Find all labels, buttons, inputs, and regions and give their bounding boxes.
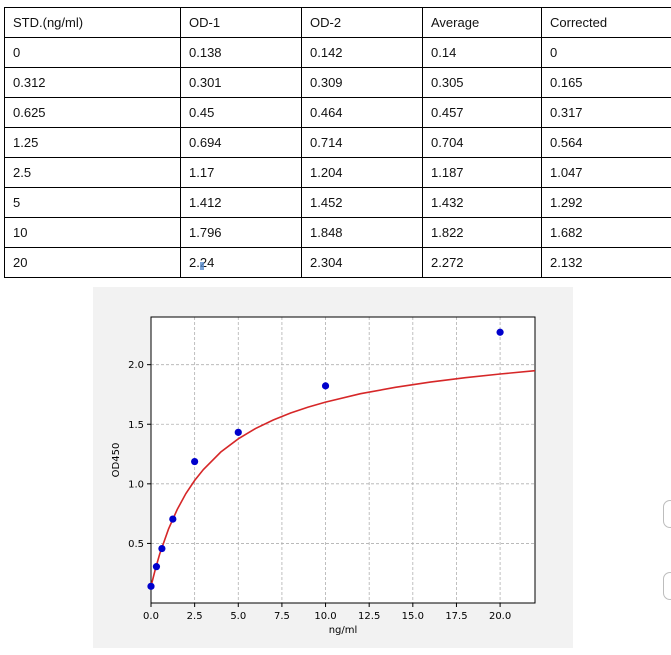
table-cell: 0.704 [422,127,542,158]
y-tick-label: 1.0 [128,479,144,490]
table-row: 1.25 0.694 0.714 0.704 0.564 [4,127,671,158]
table-cell: 1.848 [301,217,423,248]
table-row: 0.625 0.45 0.464 0.457 0.317 [4,97,671,128]
y-tick-label: 2.0 [128,360,144,371]
table-cell: 1.796 [180,217,302,248]
standard-curve-chart: 0.0 2.5 5.0 7.5 10.0 12.5 15.0 17.5 20.0 0.5 1.0 1.… [93,287,573,648]
table-cell: 1.682 [541,217,671,248]
standard-curve-table: STD.(ng/ml) OD-1 OD-2 Average Corrected 0 0.13… [4,7,671,278]
table-cell: 1.047 [541,157,671,188]
ink-mark [200,262,204,270]
table-cell: 2.5 [4,157,181,188]
table-row: 2.5 1.17 1.204 1.187 1.047 [4,157,671,188]
table-cell: 0.45 [180,97,302,128]
x-tick-label: 10.0 [314,611,336,622]
column-header: Average [422,7,542,38]
data-point [158,544,166,553]
data-point [496,328,504,336]
column-header: OD-2 [301,7,423,38]
data-point [147,582,155,590]
table-cell: 2.132 [541,247,671,278]
x-tick-label: 2.5 [187,611,203,622]
table-cell: 0.14 [422,37,542,68]
table-cell: 0.317 [541,97,671,128]
table-cell: 0.625 [4,97,181,128]
table-cell: 20 [4,247,181,278]
table-row: 5 1.412 1.452 1.432 1.292 [4,187,671,218]
data-point [169,515,177,523]
table-cell: 1.822 [422,217,542,248]
table-cell: 1.204 [301,157,423,188]
x-tick-label: 20.0 [489,611,511,622]
table-cell: 1.432 [422,187,542,218]
scroll-hint-2 [663,572,671,600]
table-cell: 0.312 [4,67,181,98]
table-cell: 0.714 [301,127,423,158]
plot-area [151,317,535,603]
table-row: 0 0.138 0.142 0.14 0 [4,37,671,68]
table-cell: 0.464 [301,97,423,128]
column-header: STD.(ng/ml) [4,7,181,38]
x-tick-label: 7.5 [274,611,290,622]
table-row: 10 1.796 1.848 1.822 1.682 [4,217,671,248]
table-cell: 1.187 [422,157,542,188]
table-cell: 0.165 [541,67,671,98]
table-cell: 1.17 [180,157,302,188]
table-cell: 0.564 [541,127,671,158]
y-tick-label: 1.5 [128,420,144,431]
data-point [234,428,242,436]
y-tick-label: 0.5 [128,539,144,550]
table-cell: 0.301 [180,67,302,98]
plot-frame [150,316,536,604]
scroll-hint-1 [663,500,671,528]
table-cell: 0.457 [422,97,542,128]
y-axis-label: OD450 [111,443,122,478]
table-cell: 0.309 [301,67,423,98]
column-header: OD-1 [180,7,302,38]
table-cell: 0.694 [180,127,302,158]
x-axis-label: ng/ml [329,625,358,636]
table-cell: 0 [4,37,181,68]
x-tick-label: 12.5 [358,611,380,622]
table-cell: 1.452 [301,187,423,218]
table-cell: 2.304 [301,247,423,278]
table-cell: 0.142 [301,37,423,68]
x-tick-label: 15.0 [402,611,424,622]
data-point [152,563,161,571]
table-cell: 0.138 [180,37,302,68]
table-cell: 0.305 [422,67,542,98]
fit-curve [150,369,536,587]
x-tick-label: 5.0 [230,611,246,622]
table-cell: 1.292 [541,187,671,218]
table-cell: 0 [541,37,671,68]
x-tick-label: 17.5 [445,611,467,622]
column-header: Corrected [541,7,671,38]
table-cell: 2.24 [180,247,302,278]
data-point [191,457,199,466]
table-cell: 5 [4,187,181,218]
table-row: 0.312 0.301 0.309 0.305 0.165 [4,67,671,98]
table-header-row: STD.(ng/ml) OD-1 OD-2 Average Corrected [4,7,671,38]
chart-svg: 0.0 2.5 5.0 7.5 10.0 12.5 15.0 17.5 20.0 0.5 1.0 1.… [111,316,536,636]
table-cell: 1.412 [180,187,302,218]
table-cell: 10 [4,217,181,248]
table-cell: 2.272 [422,247,542,278]
data-point [321,382,330,390]
table-cell: 1.25 [4,127,181,158]
x-tick-label: 0.0 [143,611,159,622]
